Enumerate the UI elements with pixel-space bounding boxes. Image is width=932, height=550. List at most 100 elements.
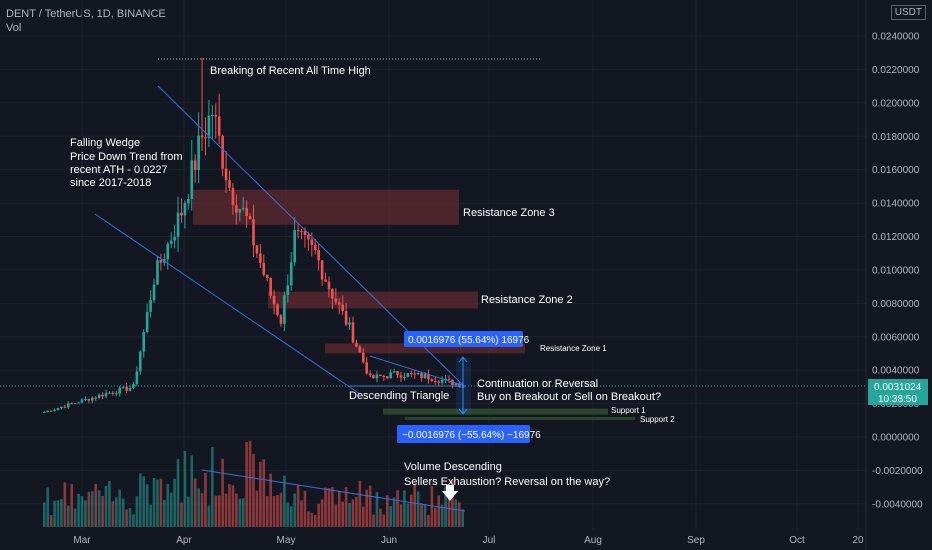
volume-bar <box>66 505 70 527</box>
measure-down-text: −0.0016976 (−55.64%) −16976 <box>402 430 541 441</box>
candle-body <box>108 392 111 394</box>
candle-body <box>303 231 307 236</box>
volume-bar <box>241 498 245 527</box>
candle-body <box>265 274 269 279</box>
candle-body <box>145 311 149 332</box>
volume-bar <box>307 511 310 527</box>
volume-bar <box>337 490 341 527</box>
volume-bar <box>221 458 224 527</box>
volume-bar <box>276 495 279 527</box>
volume-bar <box>97 490 101 527</box>
candle-body <box>341 304 344 311</box>
volume-bar <box>458 502 461 527</box>
measure-up-badge <box>404 331 523 347</box>
volume-bar <box>296 484 300 527</box>
volume-bar <box>341 501 344 527</box>
volume-bar <box>409 494 413 527</box>
volume-bar <box>372 514 375 527</box>
volume-bar <box>385 495 389 527</box>
candle-body <box>324 279 327 282</box>
volume-bar <box>56 500 60 527</box>
rz3-label: Resistance Zone 3 <box>463 207 555 219</box>
candle-body <box>104 393 108 397</box>
volume-bar <box>444 485 447 527</box>
candle-body <box>217 116 221 136</box>
volume-bar <box>427 514 430 527</box>
volume-bar <box>73 508 77 527</box>
candle-body <box>375 374 379 379</box>
x-tick-label: Apr <box>176 535 192 546</box>
x-tick-label: Aug <box>584 535 602 546</box>
volume-bar <box>115 497 118 527</box>
last-price-tag <box>868 379 928 405</box>
volume-bars <box>42 440 465 527</box>
candle-body <box>368 373 372 376</box>
volume-bar <box>156 479 159 527</box>
candle-body <box>320 260 324 280</box>
candle-body <box>200 135 204 138</box>
ath-label: Breaking of Recent All Time High <box>210 65 371 77</box>
measure-down-badge <box>397 425 530 443</box>
y-tick-label: 0.0140000 <box>872 199 920 210</box>
price-axis[interactable]: 0.0240000 0.0220000 0.0200000 0.0180000 0.01… <box>868 32 928 511</box>
candle-body <box>111 392 115 394</box>
candle-body <box>135 371 139 385</box>
volume-bar <box>80 496 84 527</box>
volume-label: Vol <box>6 22 22 34</box>
candle-body <box>224 168 228 181</box>
volume-bar <box>279 492 283 527</box>
volume-bar <box>327 488 331 527</box>
volume-bar <box>238 498 242 527</box>
volume-bar <box>152 477 156 527</box>
time-axis[interactable]: Mar Apr May Jun Jul Aug Sep Oct 20 <box>73 535 864 546</box>
volume-bar <box>159 478 163 527</box>
candle-body <box>358 346 362 353</box>
candle-body <box>46 410 49 412</box>
candle-body <box>252 219 255 246</box>
volume-bar <box>423 504 427 527</box>
candle-body <box>255 245 259 254</box>
volume-bar <box>416 491 420 527</box>
candle-body <box>66 403 70 408</box>
volume-bar <box>262 459 266 527</box>
y-tick-label: 0.0060000 <box>872 332 920 343</box>
volume-bar <box>125 509 128 527</box>
candle-body <box>169 240 173 244</box>
candle-body <box>176 212 180 237</box>
volume-bar <box>183 450 187 527</box>
candle-body <box>396 371 399 376</box>
candle-body <box>63 406 67 408</box>
annotations: Breaking of Recent All Time High Falling … <box>70 65 675 488</box>
candle-body <box>241 208 245 210</box>
candle-body <box>289 262 293 286</box>
y-tick-label: 0.0100000 <box>872 265 920 276</box>
candle-body <box>139 351 142 372</box>
volume-bar <box>77 493 80 527</box>
candle-body <box>180 212 183 216</box>
volume-bar <box>108 480 111 527</box>
x-tick-label: 20 <box>852 535 864 546</box>
candle-body <box>327 281 331 290</box>
candle-body <box>101 394 104 397</box>
candle-body <box>90 397 94 401</box>
volume-bar <box>207 505 211 527</box>
candle-body <box>361 352 365 363</box>
x-tick-label: Mar <box>73 535 91 546</box>
volume-bar <box>348 502 351 527</box>
candle-body <box>262 262 266 275</box>
volume-bar <box>399 504 403 527</box>
candle-body <box>403 376 406 378</box>
candle-body <box>204 137 207 139</box>
volume-bar <box>317 503 320 527</box>
x-tick-label: Oct <box>789 535 805 546</box>
volume-bar <box>437 495 441 527</box>
y-tick-label: -0.0020000 <box>872 466 923 477</box>
volume-bar <box>217 495 221 527</box>
volume-bar <box>413 483 417 527</box>
candle-body <box>259 253 262 263</box>
candle-body <box>351 322 355 343</box>
volume-bar <box>87 491 91 527</box>
currency-badge[interactable]: USDT <box>890 5 926 20</box>
candle-body <box>125 386 128 391</box>
